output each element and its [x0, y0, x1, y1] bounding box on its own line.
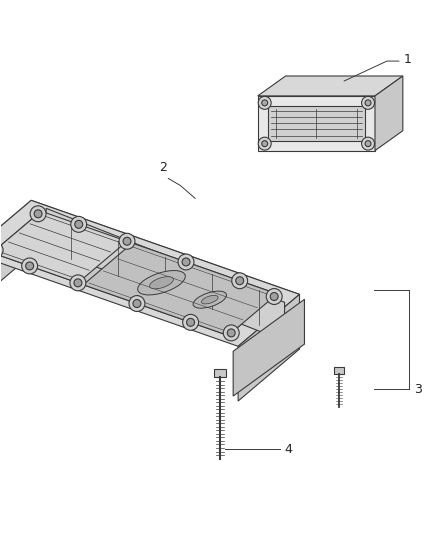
Circle shape	[258, 96, 271, 109]
Circle shape	[26, 262, 34, 270]
Circle shape	[223, 325, 239, 341]
Polygon shape	[238, 294, 300, 401]
Circle shape	[75, 220, 83, 228]
Polygon shape	[375, 76, 403, 151]
Circle shape	[365, 100, 371, 106]
Polygon shape	[31, 200, 300, 349]
Circle shape	[266, 288, 282, 304]
Circle shape	[270, 293, 278, 301]
Polygon shape	[0, 200, 300, 346]
Circle shape	[178, 254, 194, 270]
Ellipse shape	[150, 277, 173, 289]
Circle shape	[365, 141, 371, 147]
Circle shape	[236, 277, 244, 285]
Circle shape	[362, 96, 374, 109]
Polygon shape	[268, 106, 365, 141]
Polygon shape	[233, 300, 304, 396]
Polygon shape	[214, 369, 226, 377]
Polygon shape	[334, 367, 344, 375]
Polygon shape	[258, 96, 375, 151]
Polygon shape	[258, 76, 403, 96]
Circle shape	[133, 300, 141, 308]
Text: 3: 3	[414, 383, 422, 396]
Circle shape	[74, 279, 82, 287]
Ellipse shape	[201, 295, 218, 304]
Text: 4: 4	[285, 442, 293, 456]
Circle shape	[71, 216, 87, 232]
Circle shape	[34, 210, 42, 218]
Ellipse shape	[138, 271, 185, 295]
Circle shape	[227, 329, 235, 337]
Text: 1: 1	[404, 53, 412, 66]
Polygon shape	[0, 211, 127, 283]
Circle shape	[258, 137, 271, 150]
Ellipse shape	[193, 291, 226, 308]
Circle shape	[262, 100, 268, 106]
Circle shape	[262, 141, 268, 147]
Polygon shape	[46, 208, 285, 341]
Circle shape	[123, 237, 131, 245]
Text: 2: 2	[159, 161, 167, 174]
Circle shape	[182, 258, 190, 266]
Polygon shape	[0, 211, 277, 335]
Circle shape	[183, 314, 198, 330]
Circle shape	[22, 258, 38, 274]
Polygon shape	[83, 243, 277, 335]
Circle shape	[362, 137, 374, 150]
Circle shape	[0, 242, 3, 258]
Circle shape	[30, 206, 46, 222]
Circle shape	[129, 296, 145, 311]
Circle shape	[70, 275, 86, 291]
Circle shape	[232, 273, 247, 289]
Polygon shape	[0, 200, 31, 307]
Circle shape	[187, 318, 194, 326]
Circle shape	[119, 233, 135, 249]
